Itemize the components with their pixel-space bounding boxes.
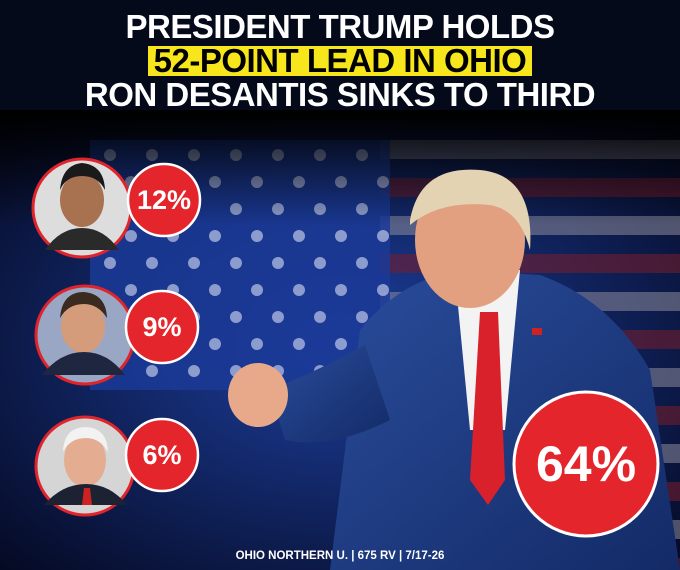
portrait	[34, 284, 136, 386]
headline: PRESIDENT TRUMP HOLDS	[126, 8, 555, 45]
share-badge	[126, 162, 202, 238]
candidate-share: 9%	[142, 312, 181, 342]
leader-badge	[512, 390, 660, 538]
portrait	[31, 157, 133, 259]
candidate-share: 12%	[137, 185, 191, 215]
leader-share: 64%	[536, 436, 636, 492]
headline: 52-POINT LEAD IN OHIO	[154, 42, 527, 79]
source: OHIO NORTHERN U. | 675 RV | 7/17-26	[236, 550, 445, 562]
share-badge	[124, 417, 200, 493]
headline: RON DESANTIS SINKS TO THIRD	[85, 76, 595, 113]
highlight	[148, 46, 532, 76]
candidate-share: 6%	[142, 440, 181, 470]
portrait	[34, 415, 136, 517]
share-badge	[124, 289, 200, 365]
